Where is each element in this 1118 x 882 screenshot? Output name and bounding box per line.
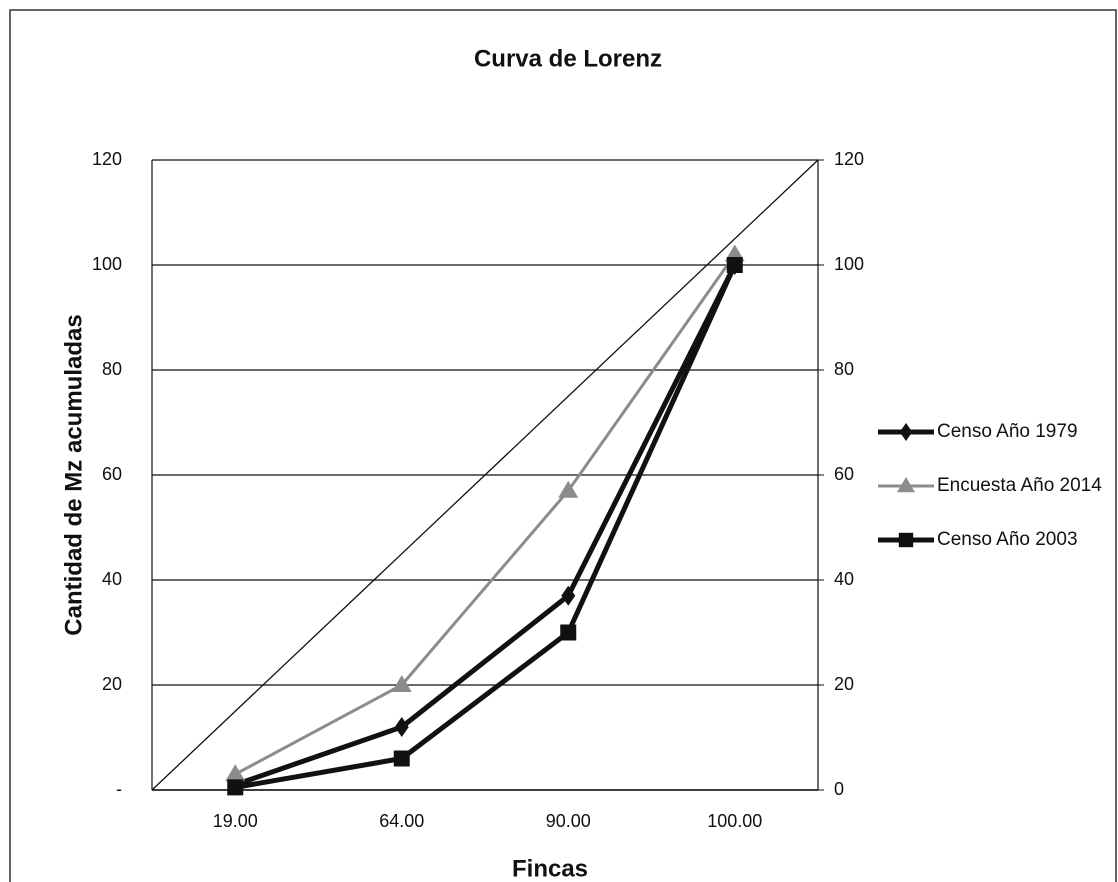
marker [558,480,579,498]
y-tick-label: 100 [92,254,122,274]
marker [560,624,577,641]
series-line [234,263,737,788]
y-tick-label: 80 [102,359,122,379]
series-line [234,263,738,790]
legend-label: Censo Año 2003 [937,529,1078,550]
marker [726,257,743,273]
y-tick-label: 20 [102,674,122,694]
y-tick-label: 60 [102,464,122,484]
x-axis-title: Fincas [512,855,588,882]
series-line [234,253,736,776]
legend-marker [897,477,915,493]
x-tick-label: 19.00 [213,811,258,831]
chart-title: Curva de Lorenz [474,45,662,72]
y-tick-label: 40 [102,569,122,589]
y2-tick-label: 40 [834,569,854,589]
y-axis-title: Cantidad de Mz acumuladas [60,314,87,635]
y2-tick-label: 120 [834,149,864,169]
legend-marker [898,532,914,548]
marker [393,750,410,767]
chart-border [9,9,1117,882]
marker [225,764,246,782]
marker [394,717,409,737]
legend-label: Encuesta Año 2014 [937,475,1102,496]
y-tick-label: 120 [92,149,122,169]
equality-line [151,159,819,791]
y2-tick-label: 100 [834,254,864,274]
marker [561,585,576,606]
y2-tick-label: 80 [834,359,854,379]
marker [227,779,244,796]
legend-label: Censo Año 1979 [937,421,1078,442]
x-tick-label: 64.00 [379,811,424,831]
x-tick-label: 100.00 [707,811,762,831]
x-tick-label: 90.00 [546,811,591,831]
y2-tick-label: 0 [834,779,844,799]
legend-marker [899,423,913,441]
marker [391,675,412,692]
y2-tick-label: 60 [834,464,854,484]
y-tick-label: - [116,779,122,799]
y2-tick-label: 20 [834,674,854,694]
